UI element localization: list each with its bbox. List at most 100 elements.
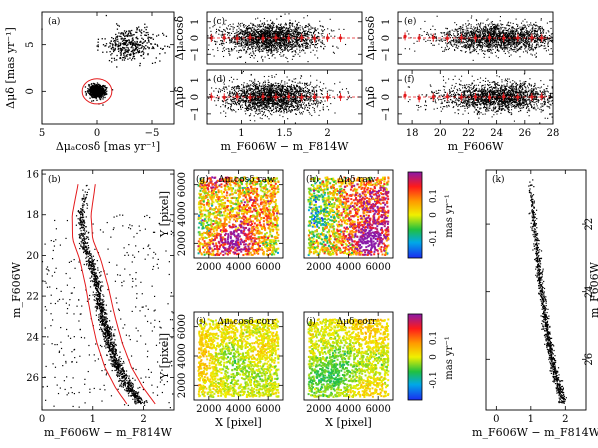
panel-b-point xyxy=(110,355,112,357)
panel-a-point xyxy=(98,95,100,97)
panel-k-point xyxy=(542,326,545,328)
panel-k-point xyxy=(552,371,555,373)
panel-a-point xyxy=(127,39,130,41)
panel-b-point xyxy=(81,240,84,242)
panel-b-point xyxy=(115,367,117,369)
panel-a-point xyxy=(123,53,125,55)
panel-b-field-point xyxy=(71,292,73,294)
panel-k-point xyxy=(548,332,551,334)
panel-a-point xyxy=(131,40,133,42)
panel-a-point xyxy=(141,45,144,47)
panel-k-point xyxy=(536,259,538,261)
panel-a-point xyxy=(145,44,147,47)
panel-b-point xyxy=(105,320,107,322)
panel-c-point xyxy=(310,28,312,30)
panel-c-point xyxy=(301,45,303,47)
panel-b-field-point xyxy=(152,257,154,259)
panel-b-point xyxy=(109,353,111,355)
panel-b-point xyxy=(95,281,97,284)
panel-c-point xyxy=(293,55,295,57)
panel-k-point xyxy=(534,236,537,238)
panel-b-point xyxy=(107,329,109,331)
panel-b-point xyxy=(113,361,115,363)
panel-b-point xyxy=(79,219,81,222)
panel-b-point xyxy=(111,338,113,340)
panel-c-point xyxy=(225,38,227,40)
panel-b-field-point xyxy=(122,225,124,227)
panel-b-point xyxy=(108,347,110,349)
panel-c-point xyxy=(283,26,285,28)
panel-k-point xyxy=(537,285,540,287)
panel-k-point xyxy=(562,387,564,389)
panel-k-point xyxy=(557,378,559,380)
panel-a-point xyxy=(123,59,126,61)
panel-b-point xyxy=(86,254,88,256)
panel-k-point xyxy=(533,206,535,208)
panel-c-point xyxy=(283,54,285,56)
panel-a-point xyxy=(102,51,104,53)
panel-b-field-point xyxy=(76,305,78,307)
panel-k-point xyxy=(530,193,532,195)
panel-c-point xyxy=(317,39,319,41)
panel-b-point xyxy=(103,300,105,302)
panel-b-point xyxy=(91,275,93,277)
panel-c-point xyxy=(305,42,308,44)
panel-b-point xyxy=(112,346,115,348)
panel-k-point xyxy=(553,349,555,352)
panel-b-point xyxy=(126,389,129,392)
panel-b-point xyxy=(119,374,121,376)
panel-b-point xyxy=(122,380,124,382)
panel-a-point xyxy=(115,45,117,47)
panel-a-point xyxy=(116,38,119,40)
panel-c-point xyxy=(252,33,254,35)
panel-b-point xyxy=(92,260,94,263)
panel-a-point xyxy=(124,43,127,46)
panel-b-point xyxy=(79,224,81,226)
panel-b-point xyxy=(82,208,84,211)
panel-k-point xyxy=(558,384,560,387)
panel-c-point xyxy=(310,43,312,45)
panel-c-point xyxy=(272,22,274,24)
panel-b-field-point xyxy=(171,319,173,321)
panel-b-point xyxy=(128,381,130,383)
panel-b-point xyxy=(84,198,86,200)
panel-k-point xyxy=(554,361,556,363)
panel-b-point xyxy=(102,310,104,312)
panel-b-point xyxy=(91,259,93,261)
panel-k-label: (k) xyxy=(492,174,504,185)
panel-a-point xyxy=(93,95,95,97)
panel-a-point xyxy=(132,40,134,42)
panel-b-point xyxy=(78,223,81,225)
panel-k-point xyxy=(544,314,546,316)
panel-k-point xyxy=(548,349,550,351)
panel-b-point xyxy=(100,285,102,287)
panel-b-field-point xyxy=(161,379,163,381)
panel-b-field-point xyxy=(157,258,159,261)
panel-b-field-point xyxy=(122,327,124,329)
panel-b-field-point xyxy=(94,360,96,362)
panel-b-field-point xyxy=(161,391,163,394)
panel-a-point xyxy=(164,52,166,54)
panel-k-point xyxy=(545,296,547,298)
panel-a-point xyxy=(129,35,132,37)
panel-k-point xyxy=(533,245,536,247)
panel-a-point xyxy=(127,33,130,35)
panel-b-point xyxy=(118,368,120,371)
panel-c-point xyxy=(246,33,248,35)
panel-b-point xyxy=(102,332,104,335)
panel-k-point xyxy=(539,272,541,275)
panel-k-point xyxy=(552,344,554,346)
panel-b-point xyxy=(91,262,93,264)
panel-a-point xyxy=(123,54,125,56)
panel-a-point xyxy=(134,44,137,46)
panel-a-point xyxy=(126,54,128,56)
panel-k-point xyxy=(547,334,550,336)
panel-b-point xyxy=(86,204,89,206)
panel-b-field-point xyxy=(50,294,52,296)
panel-a-point xyxy=(137,38,139,40)
panel-c-point xyxy=(229,32,231,34)
panel-k-point xyxy=(543,293,545,295)
panel-a-point xyxy=(98,96,101,98)
panel-k-point xyxy=(528,190,531,192)
panel-k-point xyxy=(538,268,540,270)
